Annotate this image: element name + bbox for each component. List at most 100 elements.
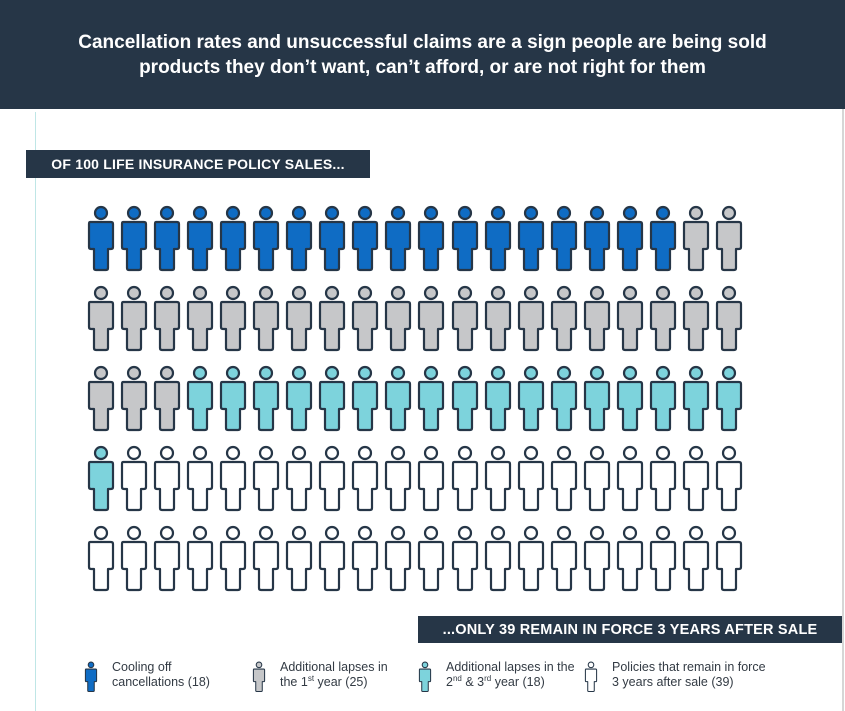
person-remain-icon bbox=[647, 525, 680, 605]
person-remain-icon bbox=[84, 525, 117, 605]
page-title: Cancellation rates and unsuccessful clai… bbox=[78, 31, 767, 78]
person-lapse-year1-icon bbox=[514, 285, 547, 365]
person-cooling-off-icon bbox=[415, 205, 448, 285]
person-remain-icon bbox=[150, 525, 183, 605]
left-divider bbox=[35, 112, 36, 711]
person-lapse-year1-icon bbox=[249, 285, 282, 365]
person-lapse-year1-icon bbox=[150, 365, 183, 445]
legend-item-remain: Policies that remain in force 3 years af… bbox=[584, 660, 766, 693]
person-lapse-year1-icon bbox=[117, 285, 150, 365]
person-icon bbox=[584, 661, 598, 692]
person-cooling-off-icon bbox=[283, 205, 316, 285]
right-divider bbox=[842, 109, 844, 711]
person-lapse-year2-3-icon bbox=[249, 365, 282, 445]
intro-banner: OF 100 LIFE INSURANCE POLICY SALES... bbox=[26, 150, 370, 178]
person-lapse-year2-3-icon bbox=[283, 365, 316, 445]
person-lapse-year1-icon bbox=[481, 285, 514, 365]
person-cooling-off-icon bbox=[382, 205, 415, 285]
person-lapse-year1-icon bbox=[680, 205, 713, 285]
person-remain-icon bbox=[249, 525, 282, 605]
person-lapse-year1-icon bbox=[216, 285, 249, 365]
legend-label: Additional lapses in the 1st year (25) bbox=[280, 660, 388, 689]
person-remain-icon bbox=[349, 525, 382, 605]
person-remain-icon bbox=[647, 445, 680, 525]
person-remain-icon bbox=[547, 445, 580, 525]
legend-item-lapse-year2-3: Additional lapses in the 2nd & 3rd year … bbox=[418, 660, 575, 693]
person-remain-icon bbox=[382, 445, 415, 525]
person-remain-icon bbox=[514, 445, 547, 525]
person-remain-icon bbox=[713, 525, 746, 605]
person-lapse-year1-icon bbox=[680, 285, 713, 365]
person-lapse-year2-3-icon bbox=[547, 365, 580, 445]
person-lapse-year2-3-icon bbox=[614, 365, 647, 445]
person-remain-icon bbox=[283, 445, 316, 525]
person-remain-icon bbox=[448, 525, 481, 605]
person-lapse-year1-icon bbox=[713, 205, 746, 285]
person-remain-icon bbox=[183, 445, 216, 525]
person-cooling-off-icon bbox=[216, 205, 249, 285]
person-lapse-year1-icon bbox=[150, 285, 183, 365]
person-remain-icon bbox=[713, 445, 746, 525]
legend-label: Additional lapses in the 2nd & 3rd year … bbox=[446, 660, 575, 689]
person-lapse-year2-3-icon bbox=[481, 365, 514, 445]
person-cooling-off-icon bbox=[249, 205, 282, 285]
person-cooling-off-icon bbox=[183, 205, 216, 285]
person-lapse-year2-3-icon bbox=[448, 365, 481, 445]
person-cooling-off-icon bbox=[481, 205, 514, 285]
person-lapse-year1-icon bbox=[316, 285, 349, 365]
person-remain-icon bbox=[680, 445, 713, 525]
person-lapse-year2-3-icon bbox=[349, 365, 382, 445]
person-cooling-off-icon bbox=[448, 205, 481, 285]
person-lapse-year2-3-icon bbox=[680, 365, 713, 445]
person-lapse-year2-3-icon bbox=[382, 365, 415, 445]
person-icon bbox=[252, 661, 266, 692]
person-remain-icon bbox=[316, 525, 349, 605]
person-lapse-year2-3-icon bbox=[647, 365, 680, 445]
person-remain-icon bbox=[614, 525, 647, 605]
person-lapse-year2-3-icon bbox=[580, 365, 613, 445]
person-cooling-off-icon bbox=[349, 205, 382, 285]
person-lapse-year1-icon bbox=[283, 285, 316, 365]
person-cooling-off-icon bbox=[547, 205, 580, 285]
person-lapse-year2-3-icon bbox=[713, 365, 746, 445]
person-lapse-year1-icon bbox=[713, 285, 746, 365]
legend-item-lapse-year1: Additional lapses in the 1st year (25) bbox=[252, 660, 388, 693]
person-lapse-year1-icon bbox=[647, 285, 680, 365]
person-icon bbox=[418, 661, 432, 692]
person-remain-icon bbox=[316, 445, 349, 525]
person-lapse-year2-3-icon bbox=[415, 365, 448, 445]
pictogram-grid bbox=[84, 205, 746, 605]
person-remain-icon bbox=[481, 525, 514, 605]
person-icon bbox=[84, 661, 98, 692]
person-lapse-year2-3-icon bbox=[84, 445, 117, 525]
person-remain-icon bbox=[415, 445, 448, 525]
person-lapse-year1-icon bbox=[415, 285, 448, 365]
person-remain-icon bbox=[183, 525, 216, 605]
person-cooling-off-icon bbox=[514, 205, 547, 285]
person-cooling-off-icon bbox=[580, 205, 613, 285]
legend-label: Cooling off cancellations (18) bbox=[112, 660, 210, 689]
person-remain-icon bbox=[448, 445, 481, 525]
legend-label: Policies that remain in force 3 years af… bbox=[612, 660, 766, 689]
conclusion-banner: ...ONLY 39 REMAIN IN FORCE 3 YEARS AFTER… bbox=[418, 616, 842, 643]
person-remain-icon bbox=[216, 445, 249, 525]
person-remain-icon bbox=[349, 445, 382, 525]
person-remain-icon bbox=[514, 525, 547, 605]
person-remain-icon bbox=[680, 525, 713, 605]
person-lapse-year1-icon bbox=[117, 365, 150, 445]
person-lapse-year1-icon bbox=[382, 285, 415, 365]
person-lapse-year1-icon bbox=[614, 285, 647, 365]
person-remain-icon bbox=[216, 525, 249, 605]
person-lapse-year1-icon bbox=[547, 285, 580, 365]
person-lapse-year2-3-icon bbox=[316, 365, 349, 445]
header-banner: Cancellation rates and unsuccessful clai… bbox=[0, 0, 845, 109]
person-cooling-off-icon bbox=[84, 205, 117, 285]
person-lapse-year1-icon bbox=[84, 285, 117, 365]
person-cooling-off-icon bbox=[150, 205, 183, 285]
person-remain-icon bbox=[415, 525, 448, 605]
person-lapse-year1-icon bbox=[84, 365, 117, 445]
person-lapse-year1-icon bbox=[448, 285, 481, 365]
person-remain-icon bbox=[580, 445, 613, 525]
person-remain-icon bbox=[382, 525, 415, 605]
person-lapse-year2-3-icon bbox=[183, 365, 216, 445]
